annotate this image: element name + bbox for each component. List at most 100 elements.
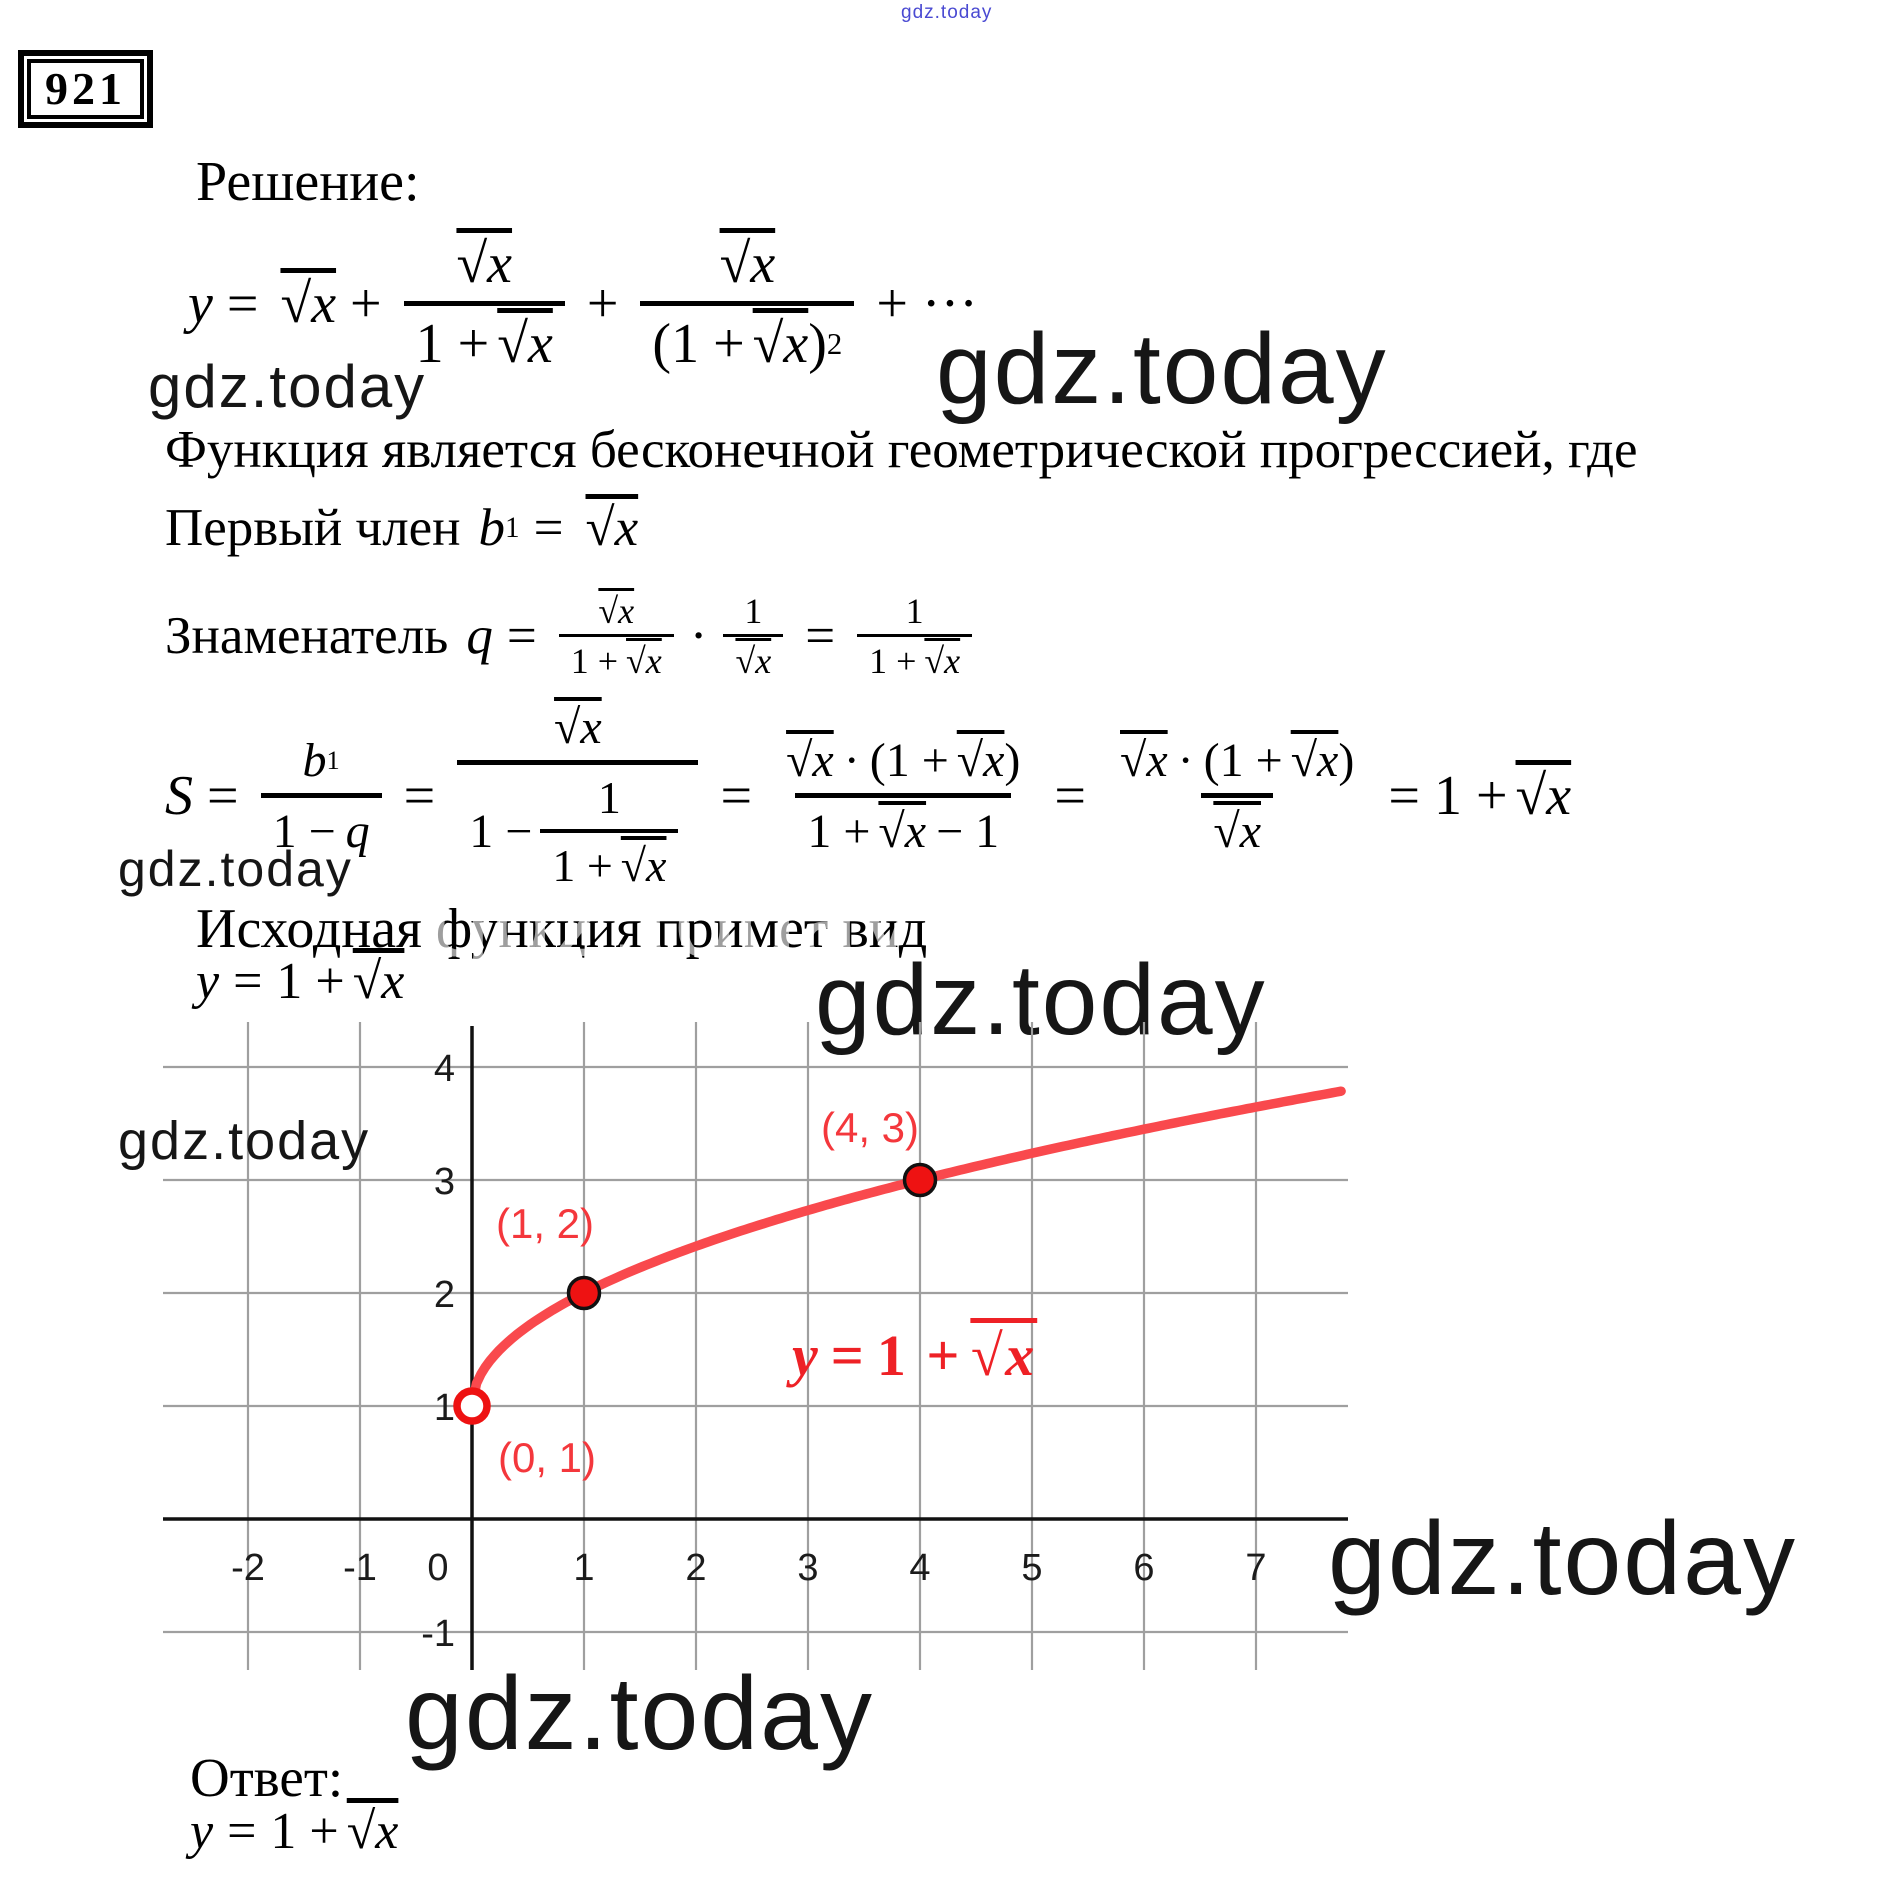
math-token: = bbox=[830, 1323, 867, 1388]
math-token: = bbox=[233, 953, 263, 1010]
sqrt-term: √x bbox=[280, 273, 337, 335]
data-point bbox=[902, 1162, 938, 1198]
x-tick-label: 3 bbox=[797, 1547, 818, 1589]
data-point-label: (0, 1) bbox=[498, 1434, 596, 1481]
math-token: + bbox=[586, 273, 619, 335]
denominator-label: Знаменатель bbox=[165, 607, 449, 665]
fraction-numerator: √x ·(1 + √x) bbox=[786, 734, 1021, 787]
x-tick-label: -1 bbox=[343, 1547, 377, 1589]
fraction-denominator: 1 + √x bbox=[540, 829, 679, 892]
math-token: = bbox=[720, 765, 753, 827]
math-token: = bbox=[226, 273, 259, 335]
x-tick-label: 6 bbox=[1133, 1547, 1154, 1589]
fraction-denominator: √x bbox=[1201, 793, 1273, 859]
math-token: = bbox=[1054, 765, 1086, 827]
fraction: 1 √x bbox=[723, 590, 784, 682]
sqrt-term: √x bbox=[1515, 765, 1572, 827]
fraction: √x 1 + √x bbox=[558, 590, 674, 682]
math-token: · bbox=[689, 607, 708, 665]
y-tick-label: 3 bbox=[434, 1161, 455, 1203]
math-token: 2 bbox=[826, 326, 843, 361]
math-token: + bbox=[876, 273, 908, 335]
math-token: = bbox=[403, 765, 436, 827]
fraction: √x 1 + √x bbox=[403, 232, 565, 376]
sqrt-term: √x bbox=[346, 1803, 399, 1860]
math-token: q bbox=[466, 607, 493, 665]
problem-number-box: 921 bbox=[18, 50, 153, 128]
fraction-denominator: 1 − 1 1 + √x bbox=[457, 760, 699, 892]
sqrt-term: √x bbox=[352, 953, 405, 1010]
math-token: S bbox=[165, 765, 193, 827]
math-token: = bbox=[506, 607, 537, 665]
watermark-gdz-white: gdz.today bbox=[430, 858, 917, 979]
common-ratio-line: Знаменатель q = √x 1 + √x · 1 √x = 1 1 + √… bbox=[165, 590, 980, 682]
y-tick-label: 2 bbox=[434, 1274, 455, 1316]
fraction: √x 1 − 1 1 + √x bbox=[457, 700, 699, 892]
math-token: = bbox=[207, 765, 239, 827]
first-term-label: Первый член bbox=[165, 499, 461, 557]
problem-number: 921 bbox=[45, 63, 126, 114]
answer-formula: y = 1 + √x bbox=[190, 1802, 398, 1861]
fraction-numerator: √x bbox=[598, 591, 635, 631]
x-tick-label: -2 bbox=[231, 1547, 265, 1589]
fraction-denominator: 1 − q bbox=[260, 793, 382, 859]
x-tick-label: 1 bbox=[573, 1547, 594, 1589]
math-token: y bbox=[190, 1803, 214, 1860]
fraction-numerator: √x bbox=[554, 701, 602, 754]
math-token: = bbox=[533, 499, 564, 557]
math-token: ) bbox=[1338, 734, 1355, 787]
watermark-gdz: gdz.today bbox=[1328, 1501, 1797, 1617]
math-token: y bbox=[188, 273, 213, 335]
data-point-label: (1, 2) bbox=[496, 1200, 594, 1247]
fraction: 1 1 + √x bbox=[857, 590, 973, 682]
x-tick-label: 2 bbox=[685, 1547, 706, 1589]
fraction-numerator: √x ·(1 + √x) bbox=[1120, 734, 1355, 787]
watermark-gdz: gdz.today bbox=[936, 313, 1388, 425]
fraction-denominator: √x bbox=[723, 634, 784, 682]
fraction: √x ·(1 + √x) 1 + √x − 1 bbox=[774, 733, 1032, 859]
x-tick-label: 0 bbox=[427, 1547, 448, 1589]
function-graph: -2 -1 0 1 2 3 4 5 6 7 -1 1 2 3 4 (0, 1) (1, 2) (4, 3) bbox=[163, 1022, 1348, 1670]
fraction-numerator: 1 bbox=[905, 591, 924, 631]
x-tick-label: 5 bbox=[1021, 1547, 1042, 1589]
watermark-gdz: gdz.today bbox=[118, 1111, 371, 1171]
math-token: ( bbox=[1203, 734, 1220, 787]
progression-note: Функция является бесконечной геометричес… bbox=[165, 421, 1638, 479]
math-token: ( bbox=[869, 734, 886, 787]
solution-heading: Решение: bbox=[196, 151, 420, 213]
math-token: = bbox=[805, 607, 836, 665]
math-token: = bbox=[227, 1803, 257, 1860]
math-token: + bbox=[350, 273, 382, 335]
watermark-gdz: gdz.today bbox=[815, 944, 1267, 1056]
sqrt-term: √x bbox=[585, 499, 639, 557]
watermark-gdz: gdz.today bbox=[148, 353, 427, 420]
y-tick-label: -1 bbox=[421, 1613, 455, 1655]
math-token: y bbox=[196, 953, 220, 1010]
sqrt-term: √x bbox=[970, 1323, 1038, 1388]
answer-heading: Ответ: bbox=[190, 1747, 344, 1808]
math-token: ) bbox=[808, 313, 827, 375]
data-point-label: (4, 3) bbox=[821, 1104, 919, 1151]
math-token: = bbox=[1388, 765, 1420, 827]
x-tick-label: 7 bbox=[1245, 1547, 1266, 1589]
fraction-denominator: 1 + √x bbox=[403, 301, 565, 376]
fraction-numerator: 1 bbox=[597, 772, 621, 823]
fraction-denominator: (1 + √x) 2 bbox=[640, 301, 855, 376]
fraction: 1 1 + √x bbox=[540, 771, 679, 892]
fraction-denominator: 1 + √x bbox=[857, 634, 973, 682]
data-point bbox=[566, 1275, 602, 1311]
fraction-numerator: √x bbox=[456, 233, 513, 295]
fraction-numerator: 1 bbox=[744, 591, 763, 631]
math-token: 1 + bbox=[276, 953, 345, 1010]
y-tick-label: 1 bbox=[434, 1387, 455, 1429]
resulting-function-heading: Исходная функция примет вид bbox=[196, 898, 928, 960]
fraction-denominator: 1 + √x − 1 bbox=[795, 793, 1012, 859]
fraction: √x ·(1 + √x) √x bbox=[1108, 733, 1366, 859]
data-point-open bbox=[453, 1387, 491, 1425]
math-token: b bbox=[478, 499, 506, 557]
watermark-gdz: gdz.today bbox=[118, 841, 353, 897]
watermark-gdz: gdz.today bbox=[405, 1656, 874, 1772]
